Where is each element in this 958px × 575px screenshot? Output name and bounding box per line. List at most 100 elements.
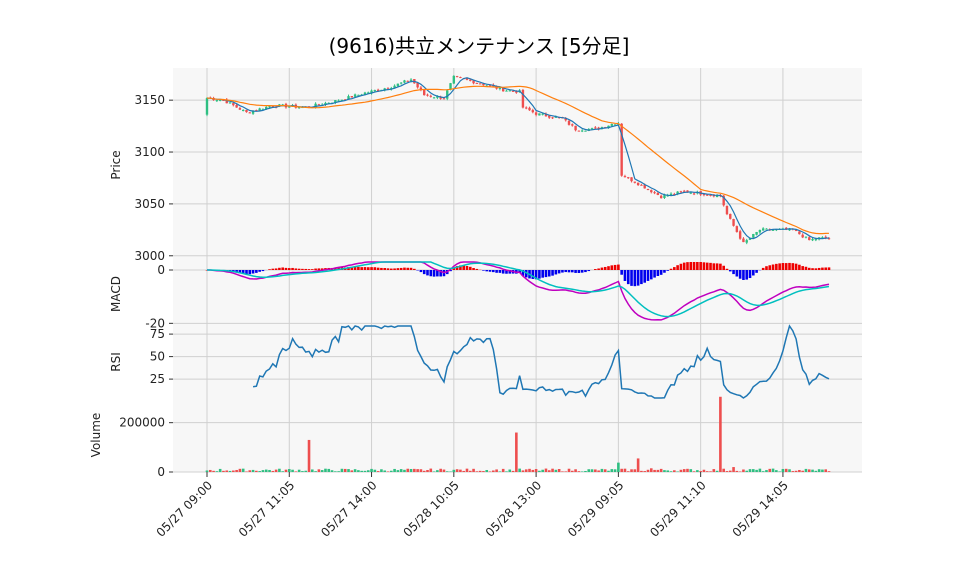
volume-bar — [719, 396, 722, 472]
candle-body — [577, 130, 581, 132]
macd-histogram-bar — [521, 270, 525, 276]
volume-bar — [574, 469, 577, 472]
volume-bar — [814, 470, 818, 472]
volume-bar — [597, 470, 600, 472]
volume-bar — [511, 470, 515, 472]
candle-body — [706, 194, 709, 196]
candle-body — [794, 230, 798, 232]
volume-bar — [686, 468, 689, 472]
candle-body — [469, 79, 472, 81]
macd-histogram-bar — [705, 262, 709, 270]
macd-histogram-bar — [468, 266, 472, 270]
volume-bar — [264, 469, 268, 472]
candle-body — [548, 115, 551, 118]
macd-histogram-bar — [778, 263, 781, 270]
volume-bar — [439, 468, 442, 472]
volume-bar — [646, 469, 650, 472]
candle-body — [409, 79, 413, 81]
volume-bar — [702, 469, 706, 472]
signal-line — [207, 261, 830, 318]
volume-bar — [393, 468, 396, 472]
macd-histogram-bar — [495, 270, 498, 273]
candle-body — [610, 124, 613, 126]
volume-bar — [761, 471, 765, 472]
macd-histogram-bar — [771, 264, 775, 270]
candle-body — [232, 103, 235, 106]
volume-bar — [775, 470, 778, 472]
price-ytick-label: 3050 — [134, 197, 165, 211]
volume-bar — [524, 469, 528, 472]
macd-histogram-bar — [682, 262, 686, 270]
volume-bar — [784, 468, 788, 472]
candle-body — [265, 106, 268, 110]
volume-bar — [827, 471, 831, 472]
volume-bar — [669, 471, 673, 472]
macd-histogram-bar — [366, 267, 370, 270]
rsi-ytick-label: 25 — [150, 372, 165, 386]
candle-body — [376, 89, 380, 91]
macd-histogram-bar — [715, 263, 719, 270]
volume-bar — [580, 471, 584, 472]
volume-bar — [666, 470, 670, 472]
candle-body — [801, 234, 804, 238]
price-ytick-label: 3000 — [134, 249, 165, 263]
volume-bar — [659, 468, 663, 472]
macd-histogram-bar — [709, 262, 712, 270]
volume-bar — [330, 470, 334, 472]
volume-bar — [357, 470, 360, 472]
macd-histogram-bar — [623, 270, 627, 281]
volume-bar — [752, 469, 755, 472]
candle-body — [650, 190, 653, 193]
candle-body — [620, 123, 623, 176]
macd-histogram-bar — [554, 270, 558, 275]
candle-body — [396, 83, 400, 87]
candle-body — [436, 96, 439, 98]
macd-histogram-bar — [278, 267, 281, 270]
macd-histogram-bar — [297, 268, 301, 270]
candle-body — [423, 89, 426, 96]
macd-histogram-bar — [307, 269, 311, 270]
candle-body — [238, 108, 242, 110]
volume-bar — [350, 470, 354, 472]
macd-histogram-bar — [745, 270, 749, 280]
volume-bar — [577, 471, 581, 472]
candle-body — [288, 106, 291, 108]
candle-body — [551, 117, 554, 119]
candle-body — [525, 107, 528, 109]
volume-bar — [370, 468, 373, 472]
candle-body — [686, 190, 689, 193]
volume-bar — [765, 470, 768, 472]
candle-body — [646, 189, 650, 191]
macd-histogram-bar — [294, 268, 298, 270]
volume-bar — [475, 471, 479, 472]
macd-histogram-bar — [281, 267, 284, 270]
volume-bar — [228, 470, 232, 472]
candle-body — [324, 102, 327, 106]
volume-bar — [531, 469, 535, 472]
candle-body — [347, 96, 350, 100]
candle-body — [824, 236, 827, 239]
volume-bar — [353, 469, 357, 472]
volume-bar — [781, 468, 785, 472]
x-tick-label: 05/27 11:05 — [236, 478, 298, 540]
macd-histogram-bar — [485, 270, 489, 272]
volume-bar — [590, 469, 594, 472]
macd-histogram-bar — [498, 270, 502, 273]
vol-ytick-label: 0 — [157, 465, 165, 479]
macd-histogram-bar — [505, 270, 508, 274]
macd-ytick-label: 0 — [157, 263, 165, 277]
macd-histogram-bar — [251, 270, 255, 274]
volume-bar — [623, 468, 627, 472]
macd-histogram-bar — [399, 267, 403, 270]
macd-ytick-label: -20 — [145, 316, 165, 330]
candle-body — [521, 89, 525, 108]
candle-body — [613, 124, 617, 126]
volume-bar — [212, 470, 215, 472]
volume-bar — [478, 470, 482, 472]
macd-histogram-bar — [761, 267, 765, 270]
volume-bar — [462, 470, 465, 472]
macd-histogram-bar — [465, 265, 469, 270]
volume-bar — [824, 469, 828, 472]
candle-body — [627, 177, 630, 179]
volume-bar — [617, 462, 620, 472]
